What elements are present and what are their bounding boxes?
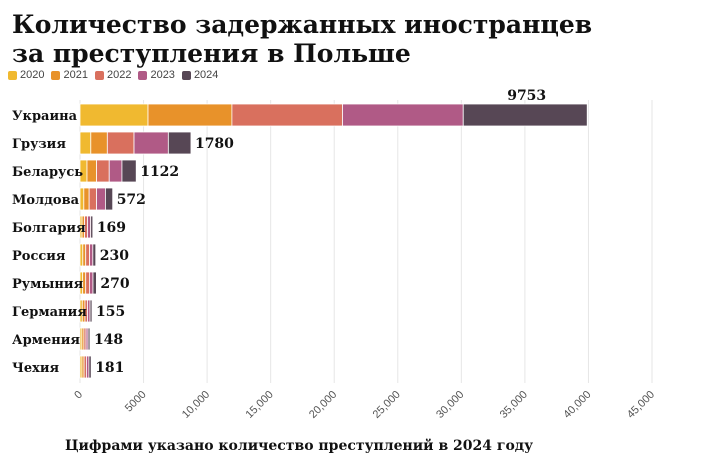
bar-segment-2022 — [96, 159, 110, 183]
legend-label: 2024 — [193, 69, 219, 81]
category-label: Болгария — [12, 221, 86, 236]
legend-item-2024[interactable]: 2024 — [181, 69, 219, 81]
bar-segment-2021 — [86, 159, 97, 183]
category-label: Молдова — [12, 193, 80, 208]
bar-segment-2020 — [79, 187, 85, 211]
bar-segment-2020 — [79, 103, 149, 127]
data-label: 155 — [96, 304, 125, 320]
data-label: 148 — [94, 332, 123, 348]
legend-swatch — [8, 70, 17, 80]
category-label: Чехия — [12, 361, 60, 376]
bar-segment-2022 — [85, 271, 90, 295]
data-label: 572 — [117, 192, 146, 208]
bar-segment-2021 — [147, 103, 233, 127]
bar-segment-2024 — [105, 187, 114, 211]
category-label: Румыния — [12, 277, 84, 292]
legend-label: 2022 — [106, 69, 132, 81]
legend: 2020 2021 2022 2023 2024 — [8, 69, 218, 81]
legend-swatch — [138, 70, 148, 80]
data-label: 1780 — [195, 136, 234, 152]
chart-footnote: Цифрами указано количество преступлений … — [65, 438, 534, 454]
bar-segment-2023 — [89, 271, 94, 295]
data-label: 1122 — [140, 164, 179, 180]
bar-segment-2022 — [231, 103, 343, 127]
bar-segment-2023 — [87, 215, 92, 239]
bar-segment-2024 — [92, 243, 97, 267]
bar-segment-2023 — [342, 103, 464, 127]
bar-segment-2024 — [462, 103, 588, 127]
bar-segment-2021 — [82, 243, 87, 267]
chart-title: Количество задержанных иностранцев за пр… — [12, 10, 593, 68]
bar-segment-2024 — [88, 355, 92, 379]
bar-segment-2021 — [90, 131, 108, 155]
legend-swatch — [181, 70, 191, 80]
bar-segment-2023 — [96, 187, 106, 211]
category-label: Германия — [12, 305, 87, 320]
legend-item-2022[interactable]: 2022 — [94, 69, 132, 81]
data-label: 181 — [95, 360, 124, 376]
x-tick-label: 10,000 — [180, 389, 212, 421]
x-tick-label: 20,000 — [307, 389, 339, 421]
x-tick-label: 25,000 — [371, 389, 403, 421]
legend-swatch — [51, 70, 61, 80]
bar-segment-2021 — [83, 187, 90, 211]
category-label: Грузия — [12, 137, 66, 152]
data-label: 270 — [100, 276, 129, 292]
legend-item-2020[interactable]: 2020 — [8, 69, 44, 81]
legend-item-2021[interactable]: 2021 — [51, 69, 88, 81]
bar-segment-2024 — [92, 271, 97, 295]
category-label: Армения — [12, 333, 80, 348]
category-label: Украина — [12, 109, 78, 124]
bar-segment-2020 — [79, 243, 84, 267]
x-tick-label: 15,000 — [244, 389, 276, 421]
bar-segment-2024 — [167, 131, 192, 155]
bar-segment-2023 — [89, 243, 94, 267]
bar-segment-2020 — [79, 131, 92, 155]
data-label: 169 — [97, 220, 126, 236]
bar-segment-2024 — [89, 299, 93, 323]
legend-label: 2021 — [63, 69, 88, 81]
legend-item-2023[interactable]: 2023 — [138, 69, 175, 81]
bar-segment-2023 — [108, 159, 123, 183]
bar-segment-2022 — [88, 187, 97, 211]
bar-segment-2024 — [90, 215, 94, 239]
x-tick-label: 0 — [72, 389, 85, 402]
bar-segment-2024 — [121, 159, 137, 183]
legend-label: 2020 — [20, 69, 45, 81]
x-tick-label: 5000 — [123, 389, 149, 415]
data-label: 230 — [100, 248, 129, 264]
bar-segment-2022 — [106, 131, 135, 155]
data-label: 9753 — [507, 88, 546, 104]
x-tick-label: 40,000 — [561, 389, 593, 421]
bar-segment-2023 — [133, 131, 169, 155]
bar-segment-2022 — [85, 243, 90, 267]
bar-segment-2024 — [87, 327, 91, 351]
legend-label: 2023 — [150, 69, 175, 81]
x-tick-label: 35,000 — [498, 389, 530, 421]
x-tick-label: 30,000 — [434, 389, 466, 421]
legend-swatch — [94, 70, 104, 80]
x-tick-label: 45,000 — [625, 389, 657, 421]
category-label: Беларусь — [12, 165, 83, 180]
category-label: Россия — [12, 249, 66, 264]
